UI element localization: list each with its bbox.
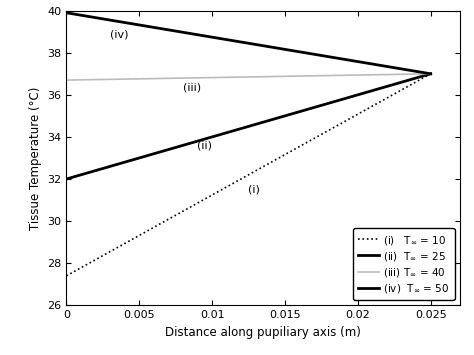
Text: (ii): (ii) <box>198 140 212 151</box>
X-axis label: Distance along pupiliary axis (m): Distance along pupiliary axis (m) <box>165 326 361 339</box>
Text: (iv): (iv) <box>110 30 128 40</box>
Y-axis label: Tissue Temperature (°C): Tissue Temperature (°C) <box>29 86 42 230</box>
Text: (iii): (iii) <box>183 82 201 92</box>
Text: (i): (i) <box>248 185 260 195</box>
Legend: (i)   T$_\infty$ = 10, (ii)  T$_\infty$ = 25, (iii) T$_\infty$ = 40, (iv)  T$_\i: (i) T$_\infty$ = 10, (ii) T$_\infty$ = 2… <box>353 228 455 300</box>
